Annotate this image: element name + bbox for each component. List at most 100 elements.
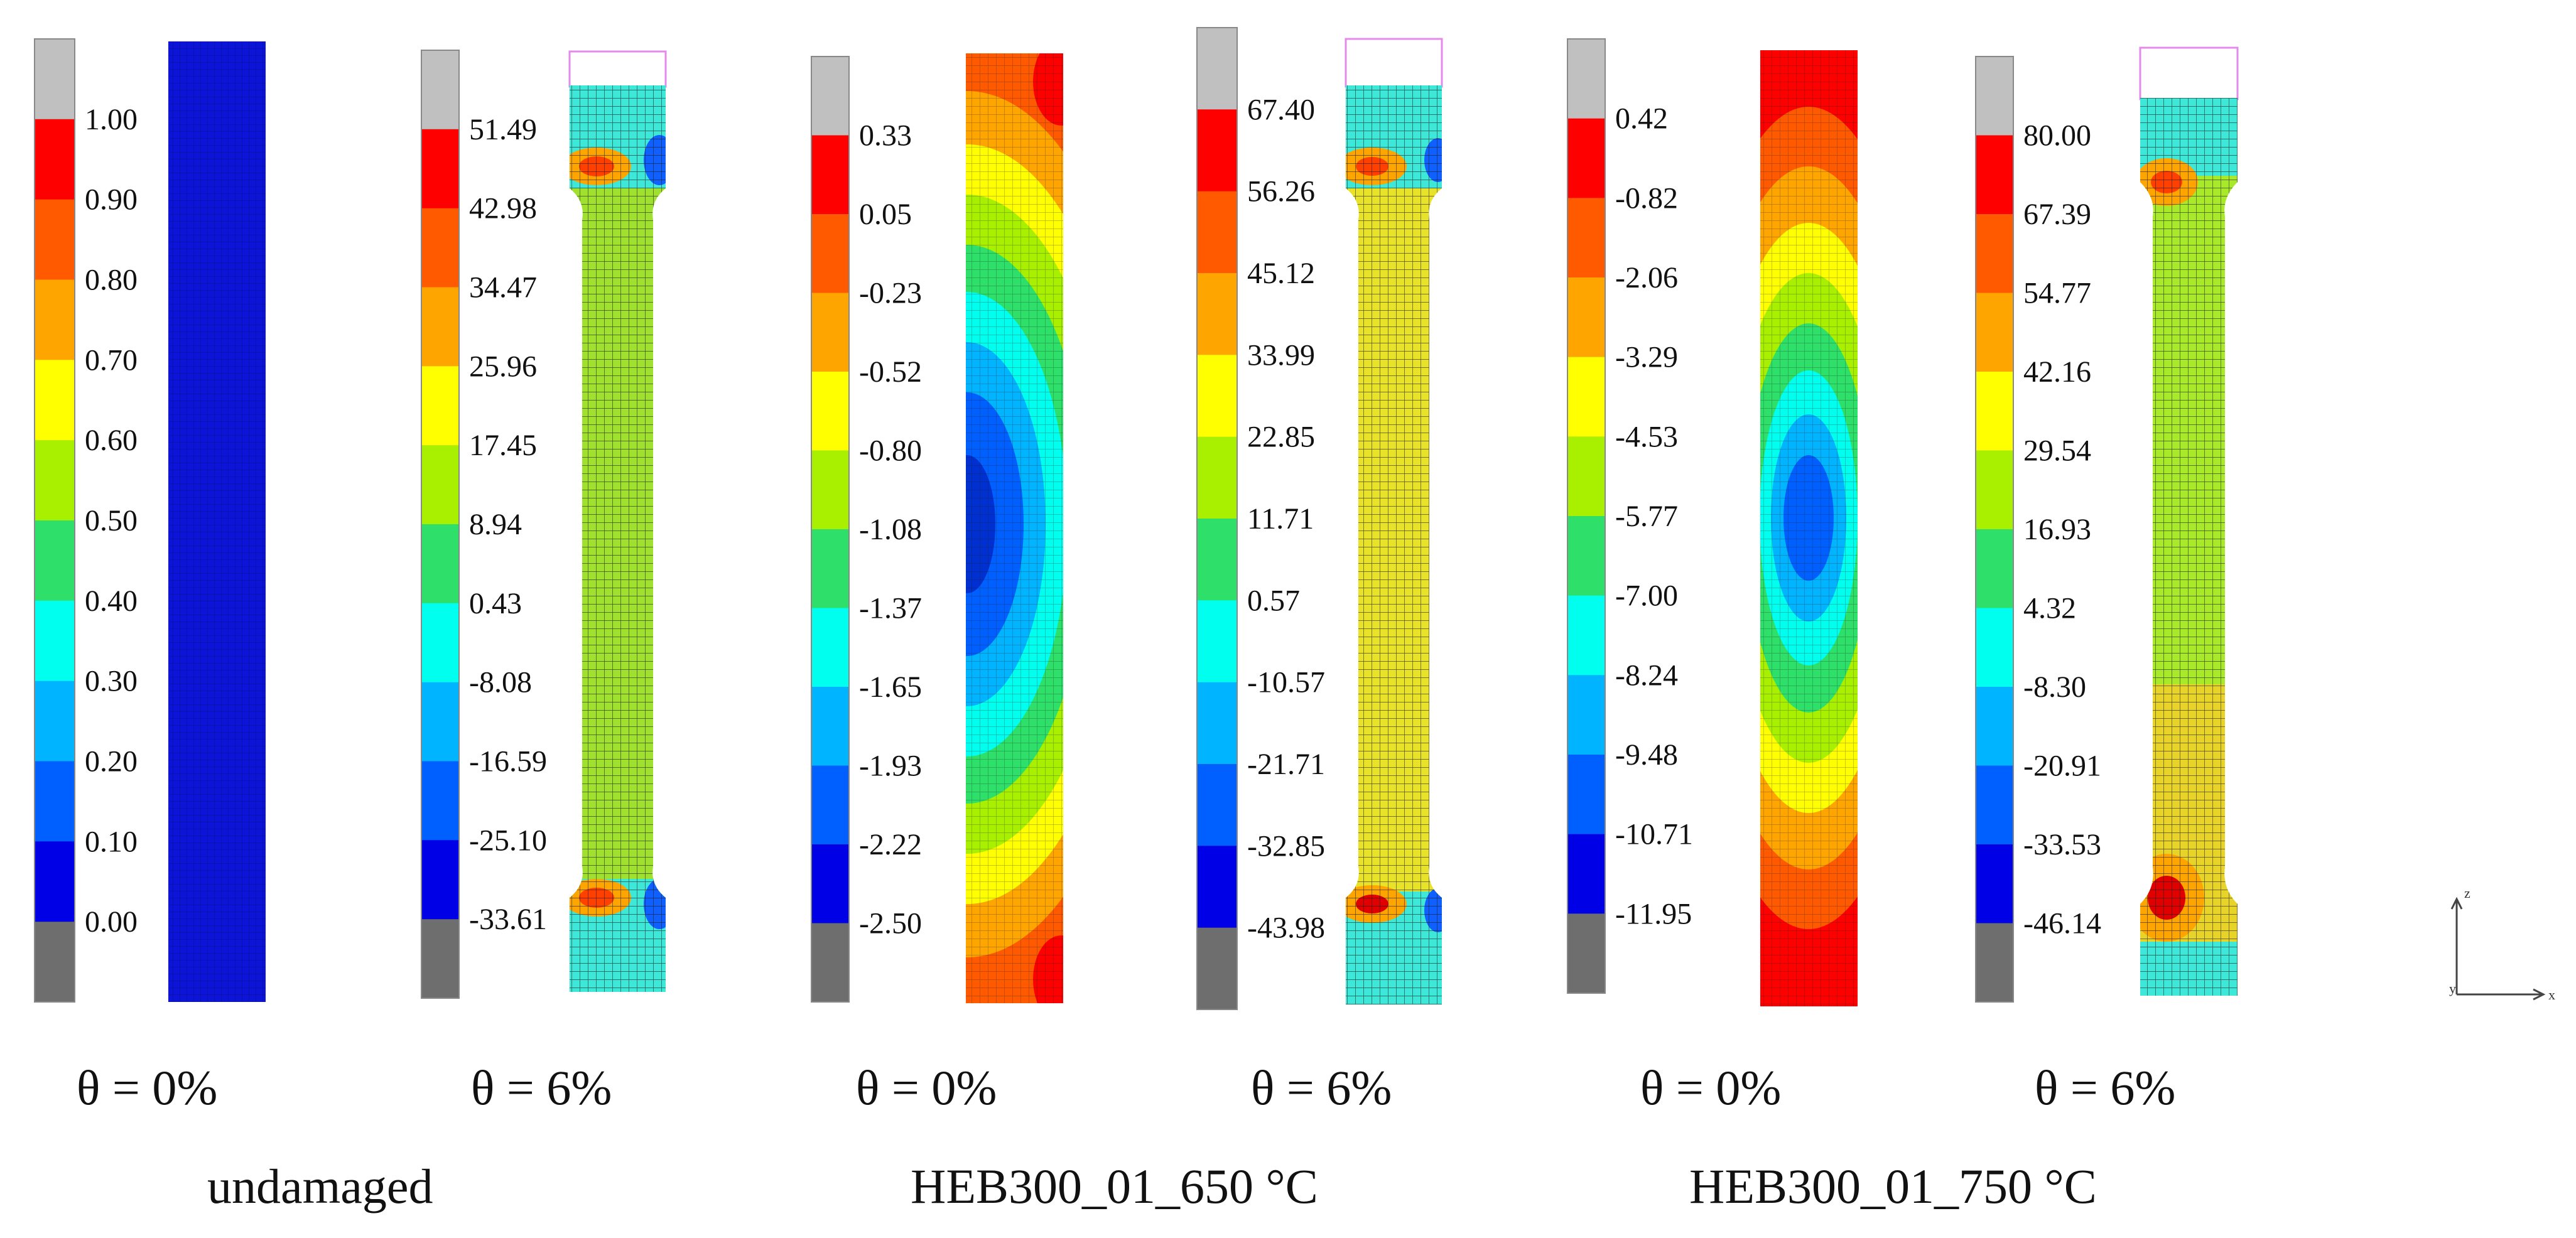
colorbar-5-tick-label: -7.00 [1615, 579, 1678, 613]
colorbar-6-segment-8 [1976, 687, 2013, 767]
colorbar-4-segment-7 [1197, 600, 1237, 683]
colorbar-4-segment-11 [1197, 927, 1237, 1010]
axis-label-y: y [2449, 981, 2456, 996]
colorbar-6-segment-10 [1976, 844, 2013, 924]
theta-caption-4: θ = 6% [1251, 1060, 1392, 1115]
colorbar-5-tick-label: -3.29 [1615, 341, 1678, 374]
colorbar-5-tick-label: -0.82 [1615, 181, 1678, 215]
colorbar-6-tick-label: 67.39 [2023, 198, 2091, 231]
colorbar-4-tick-label: -10.57 [1247, 666, 1325, 699]
group-caption-650: HEB300_01_650 °C [911, 1159, 1318, 1214]
colorbar-2-tick-label: -25.10 [469, 824, 547, 857]
colorbar-1-segment-1 [35, 119, 75, 200]
colorbar-1-segment-7 [35, 600, 75, 682]
colorbar-4-frame [1196, 27, 1238, 1010]
colorbar-1-tick-label: 0.10 [85, 825, 138, 858]
colorbar-5-segment-3 [1567, 277, 1605, 358]
colorbar-4-segment-3 [1197, 273, 1237, 355]
colorbar-6-frame [1975, 56, 2014, 1003]
colorbar-3-tick-label: 0.05 [859, 198, 912, 231]
colorbar-4-segment-1 [1197, 109, 1237, 192]
colorbar-1-segment-5 [35, 440, 75, 521]
colorbar-2-tick-label: 17.45 [469, 429, 537, 462]
colorbar-6-segment-5 [1976, 450, 2013, 530]
colorbar-1-tick-label: 0.70 [85, 343, 138, 377]
colorbar-1-tick-label: 0.00 [85, 905, 138, 939]
colorbar-5-tick-label: -10.71 [1615, 818, 1693, 851]
colorbar-5-tick-label: 0.42 [1615, 102, 1668, 136]
contour-750-necked [2139, 46, 2239, 996]
colorbar-1-segment-3 [35, 279, 75, 360]
colorbar-4-tick-label: 11.71 [1247, 502, 1314, 536]
colorbar-1-segment-0 [35, 39, 75, 120]
colorbar-2-tick-label: -16.59 [469, 745, 547, 778]
colorbar-4-segment-10 [1197, 846, 1237, 929]
colorbar-2-tick-label: 8.94 [469, 508, 522, 541]
colorbar-3-tick-label: 0.33 [859, 119, 912, 153]
colorbar-3-frame [811, 56, 850, 1003]
colorbar-6-tick-label: 80.00 [2023, 119, 2091, 153]
colorbar-1-tick-label: 0.80 [85, 264, 138, 297]
colorbar-6-tick-label: 16.93 [2023, 513, 2091, 546]
theta-caption-3: θ = 0% [856, 1060, 997, 1115]
contour-750-theta0 [1760, 50, 1858, 1006]
colorbar-2-segment-7 [421, 603, 459, 683]
colorbar-5-frame [1567, 38, 1606, 994]
colorbar-3-segment-5 [811, 450, 849, 530]
colorbar-2-segment-0 [421, 50, 459, 130]
colorbar-5-segment-1 [1567, 118, 1605, 198]
colorbar-3-segment-0 [811, 57, 849, 136]
colorbar-2-segment-9 [421, 761, 459, 841]
colorbar-3-segment-9 [811, 765, 849, 845]
colorbar-2-segment-10 [421, 840, 459, 920]
colorbar-2-tick-label: 0.43 [469, 587, 522, 620]
colorbar-2: 51.49 42.98 34.47 25.96 17.45 8.94 0.43 -8.08 -1… [421, 50, 547, 999]
colorbar-2-segment-2 [421, 208, 459, 288]
contour-650-necked [1345, 38, 1443, 1004]
colorbar-5-segment-0 [1567, 39, 1605, 119]
colorbar-4-tick-label: 0.57 [1247, 584, 1300, 617]
colorbar-4-segment-6 [1197, 519, 1237, 601]
colorbar-2-frame [421, 50, 460, 999]
colorbar-6-tick-label: 29.54 [2023, 434, 2091, 468]
colorbar-1: 1.00 0.90 0.80 0.70 0.60 0.50 0.40 0.30 0.20 0.10… [34, 38, 138, 1003]
colorbar-1-frame [34, 38, 75, 1003]
theta-caption-1: θ = 0% [77, 1060, 218, 1115]
colorbar-3-tick-label: -1.08 [859, 513, 922, 546]
axis-label-z: z [2464, 885, 2470, 901]
colorbar-5-segment-7 [1567, 595, 1605, 676]
colorbar-2-tick-label: 25.96 [469, 350, 537, 383]
colorbar-4-tick-label: 67.40 [1247, 93, 1315, 126]
colorbar-4-segment-9 [1197, 764, 1237, 846]
colorbar-3-tick-label: -2.50 [859, 907, 922, 940]
colorbar-4-segment-0 [1197, 28, 1237, 110]
colorbar-6-tick-label: 4.32 [2023, 592, 2076, 625]
axis-label-x: x [2548, 987, 2555, 1003]
colorbar-6-segment-2 [1976, 214, 2013, 294]
colorbar-1-segment-4 [35, 360, 75, 441]
colorbar-1-segment-10 [35, 841, 75, 922]
colorbar-6-tick-label: 54.77 [2023, 277, 2091, 310]
colorbar-5-segment-4 [1567, 357, 1605, 437]
colorbar-3-segment-2 [811, 214, 849, 294]
contour-undamaged-necked [568, 50, 667, 992]
colorbar-6-segment-3 [1976, 293, 2013, 372]
colorbar-6-tick-label: -20.91 [2023, 750, 2101, 783]
colorbar-2-segment-11 [421, 919, 459, 999]
colorbar-1-segment-8 [35, 681, 75, 762]
colorbar-5-tick-label: -5.77 [1615, 500, 1678, 533]
colorbar-3-segment-11 [811, 923, 849, 1003]
colorbar-2-segment-8 [421, 682, 459, 762]
colorbar-1-tick-label: 0.90 [85, 183, 138, 217]
colorbar-5-segment-6 [1567, 516, 1605, 596]
colorbar-4-tick-label: -21.71 [1247, 748, 1325, 781]
colorbar-3-segment-4 [811, 372, 849, 451]
colorbar-2-segment-6 [421, 524, 459, 604]
colorbar-4-tick-label: 33.99 [1247, 338, 1315, 372]
colorbar-3-segment-8 [811, 687, 849, 767]
colorbar-6-segment-4 [1976, 372, 2013, 451]
colorbar-5-segment-8 [1567, 675, 1605, 755]
colorbar-6-segment-6 [1976, 529, 2013, 609]
